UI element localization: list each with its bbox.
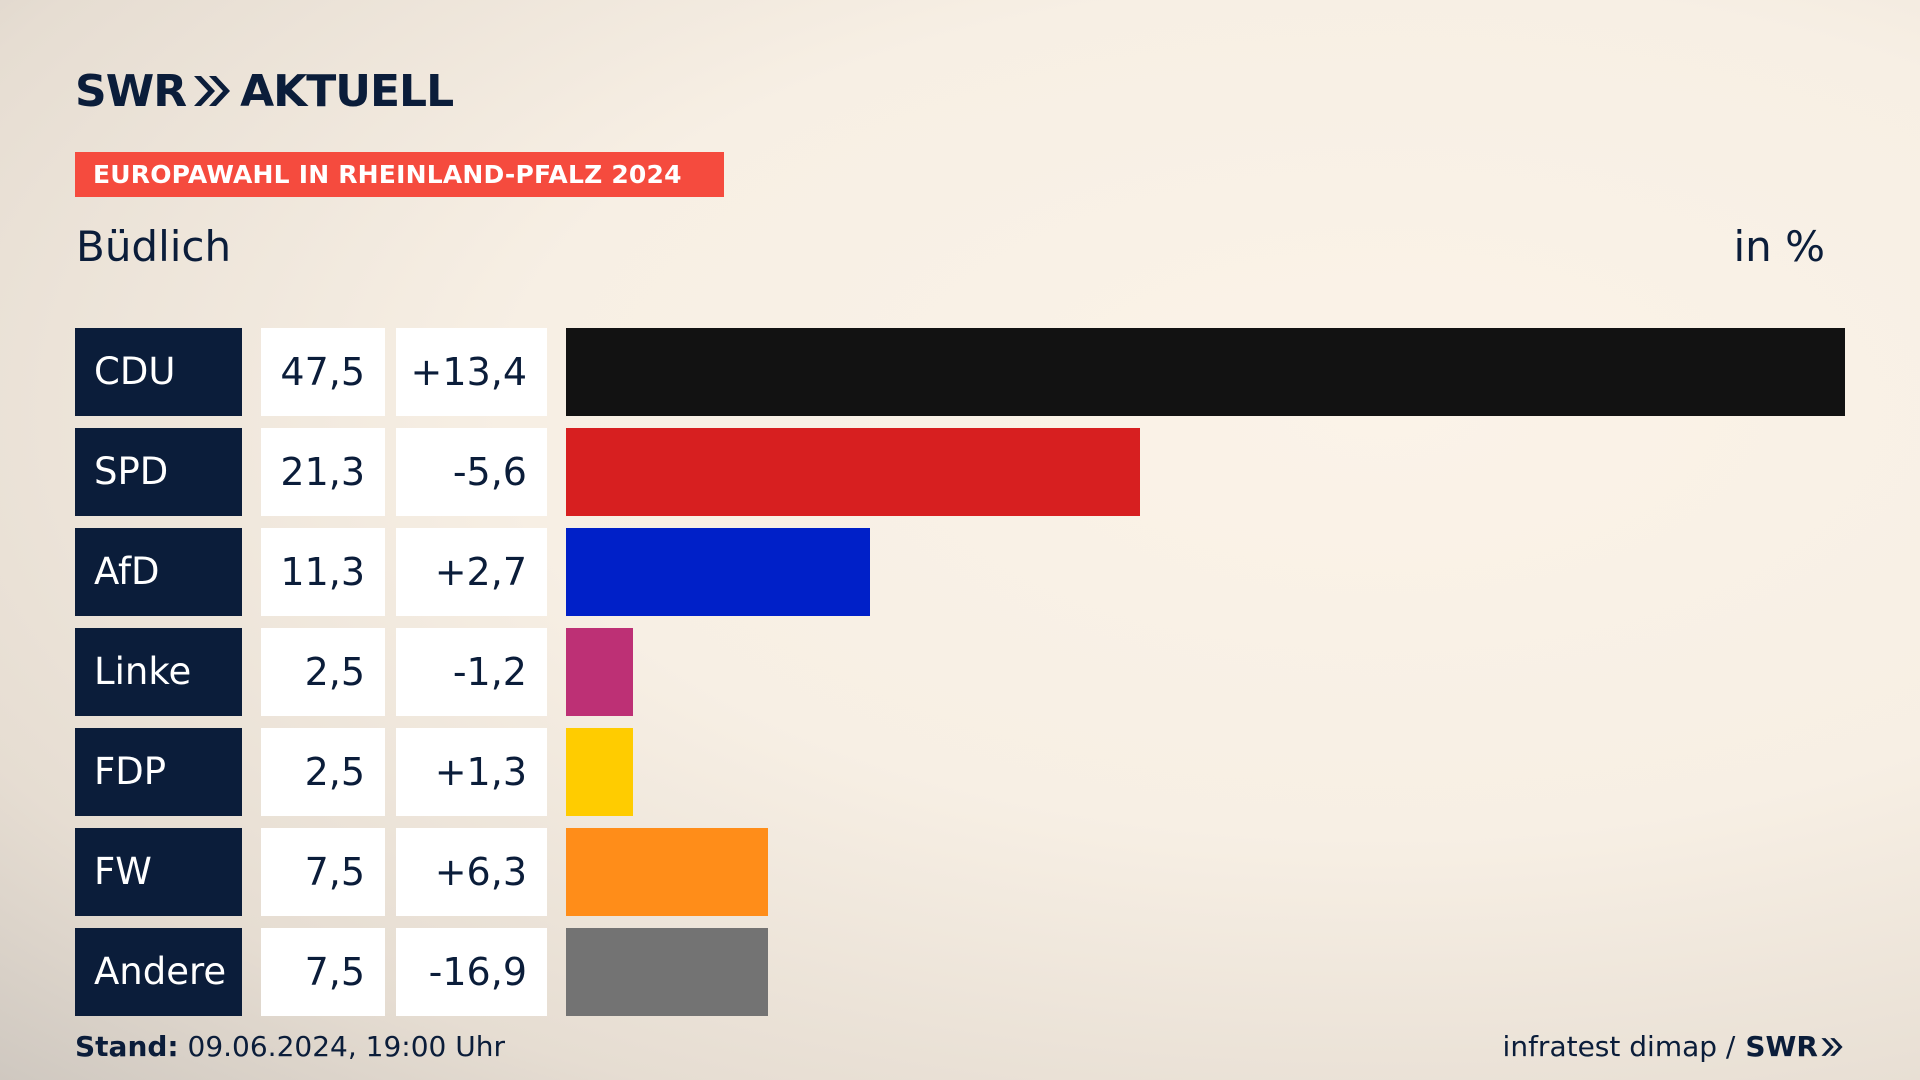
- result-difference: -16,9: [396, 928, 547, 1016]
- result-row-andere: Andere 7,5 -16,9: [75, 928, 1845, 1016]
- result-value: 7,5: [261, 928, 385, 1016]
- timestamp: Stand: 09.06.2024, 19:00 Uhr: [75, 1030, 505, 1063]
- result-bar: [566, 428, 1140, 516]
- result-bar: [566, 628, 634, 716]
- result-difference: -1,2: [396, 628, 547, 716]
- result-row-afd: AfD 11,3 +2,7: [75, 528, 1845, 616]
- region-title: Büdlich: [76, 222, 232, 271]
- double-chevron-icon: [1821, 1037, 1843, 1056]
- party-label: Linke: [75, 628, 242, 716]
- brand-text: SWR: [1745, 1030, 1818, 1063]
- logo-text-left: SWR: [75, 65, 187, 117]
- stand-label: Stand:: [75, 1030, 179, 1063]
- swr-aktuell-logo: SWR AKTUELL: [75, 65, 454, 117]
- party-label: Andere: [75, 928, 242, 1016]
- party-label: SPD: [75, 428, 242, 516]
- result-row-fdp: FDP 2,5 +1,3: [75, 728, 1845, 816]
- result-bar: [566, 728, 634, 816]
- logo-text-right: AKTUELL: [240, 65, 454, 117]
- party-label: FDP: [75, 728, 242, 816]
- result-bar: [566, 828, 768, 916]
- results-bar-chart: CDU 47,5 +13,4 SPD 21,3 -5,6 AfD 11,3 +2,7 Linke 2…: [75, 328, 1845, 1018]
- result-difference: +6,3: [396, 828, 547, 916]
- swr-brand: SWR: [1745, 1030, 1844, 1063]
- result-bar: [566, 928, 768, 1016]
- unit-label: in %: [1733, 222, 1825, 271]
- result-value: 2,5: [261, 628, 385, 716]
- result-bar: [566, 528, 871, 616]
- result-row-cdu: CDU 47,5 +13,4: [75, 328, 1845, 416]
- party-label: FW: [75, 828, 242, 916]
- result-value: 21,3: [261, 428, 385, 516]
- result-value: 47,5: [261, 328, 385, 416]
- stand-value: 09.06.2024, 19:00 Uhr: [178, 1030, 505, 1063]
- source-credit: infratest dimap / SWR: [1503, 1030, 1844, 1063]
- party-label: CDU: [75, 328, 242, 416]
- result-bar: [566, 328, 1845, 416]
- source-text: infratest dimap /: [1502, 1030, 1736, 1063]
- double-chevron-icon: [192, 74, 232, 108]
- result-value: 7,5: [261, 828, 385, 916]
- result-difference: +13,4: [396, 328, 547, 416]
- result-value: 11,3: [261, 528, 385, 616]
- result-difference: +1,3: [396, 728, 547, 816]
- result-row-fw: FW 7,5 +6,3: [75, 828, 1845, 916]
- election-banner: EUROPAWAHL IN RHEINLAND-PFALZ 2024: [75, 152, 724, 197]
- party-label: AfD: [75, 528, 242, 616]
- result-row-spd: SPD 21,3 -5,6: [75, 428, 1845, 516]
- result-row-linke: Linke 2,5 -1,2: [75, 628, 1845, 716]
- result-difference: -5,6: [396, 428, 547, 516]
- result-difference: +2,7: [396, 528, 547, 616]
- result-value: 2,5: [261, 728, 385, 816]
